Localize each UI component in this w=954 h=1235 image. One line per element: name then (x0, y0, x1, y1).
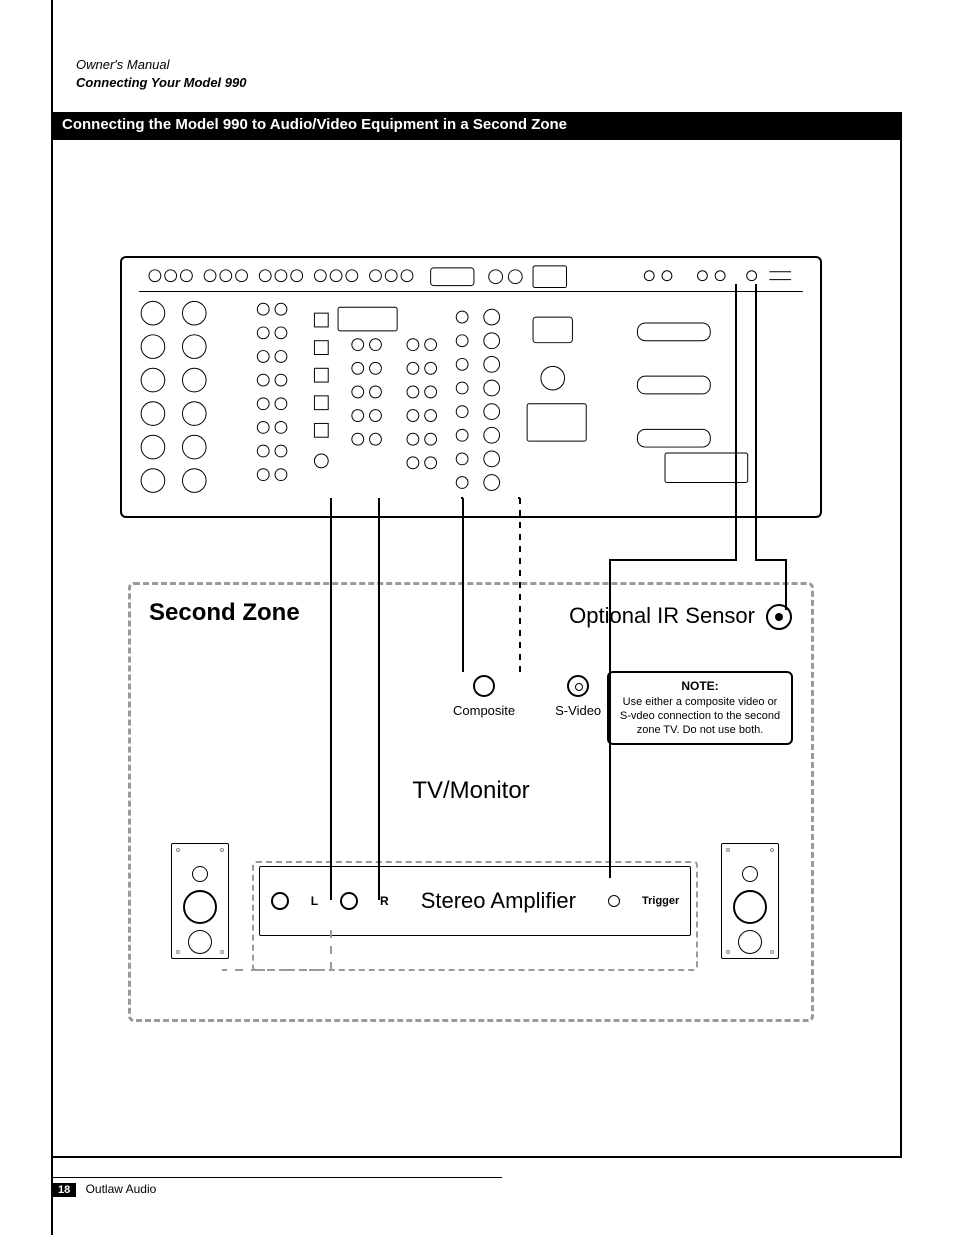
amp-L-label: L (311, 894, 318, 908)
amp-jack-R-icon (340, 892, 358, 910)
composite-input: Composite (453, 675, 515, 718)
second-zone-title: Second Zone (149, 599, 300, 627)
tv-monitor-label: TV/Monitor (412, 777, 529, 805)
note-body: Use either a composite video or S-vdeo c… (617, 696, 783, 737)
running-header: Owner's Manual Connecting Your Model 990 (76, 56, 246, 91)
rear-panel-svg (122, 258, 820, 516)
svideo-jack-icon (567, 675, 589, 697)
section-title-text: Connecting the Model 990 to Audio/Video … (62, 116, 567, 133)
page-number: 18 (52, 1183, 76, 1197)
amp-trigger-label: Trigger (642, 895, 679, 907)
amp-trigger-jack-icon (608, 895, 620, 907)
note-box: NOTE: Use either a composite video or S-… (607, 671, 793, 745)
amp-title: Stereo Amplifier (421, 888, 576, 914)
svideo-input: S-Video (555, 675, 601, 718)
ir-sensor-icon (765, 603, 793, 631)
running-header-line2: Connecting Your Model 990 (76, 74, 246, 92)
ir-sensor-label: Optional IR Sensor (569, 603, 755, 629)
tv-input-icons: Composite S-Video (453, 675, 601, 718)
section-title-bar: Connecting the Model 990 to Audio/Video … (52, 112, 902, 138)
composite-label: Composite (453, 703, 515, 718)
rear-panel-schematic (120, 256, 822, 518)
speaker-right (721, 843, 779, 959)
amp-jack-L-icon (271, 892, 289, 910)
stereo-amplifier: L R Stereo Amplifier Trigger (259, 866, 691, 936)
composite-jack-icon (473, 675, 495, 697)
page-footer: 18 Outlaw Audio (52, 1177, 502, 1195)
second-zone-box: Second Zone Optional IR Sensor NOTE: Use… (128, 582, 814, 1022)
amplifier-row: L R Stereo Amplifier Trigger (171, 841, 779, 961)
running-header-line1: Owner's Manual (76, 56, 246, 74)
footer-brand: Outlaw Audio (86, 1182, 157, 1196)
speaker-left (171, 843, 229, 959)
amp-R-label: R (380, 894, 389, 908)
amp-dashed-outline (252, 861, 698, 971)
note-title: NOTE: (617, 679, 783, 694)
svideo-label: S-Video (555, 703, 601, 718)
